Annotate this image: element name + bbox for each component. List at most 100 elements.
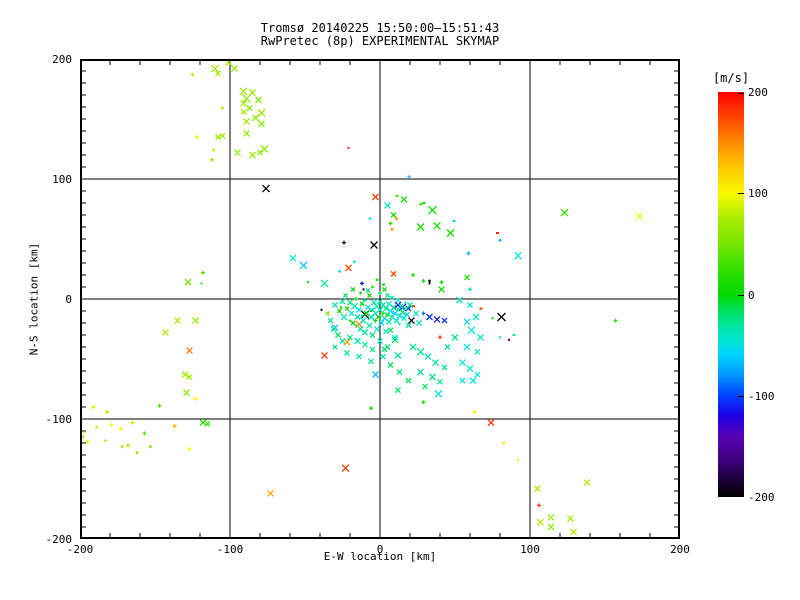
data-point-plus <box>421 400 426 405</box>
data-point-plus <box>135 451 139 455</box>
data-point-x <box>339 338 346 344</box>
data-point-x <box>345 264 352 272</box>
data-point-x <box>534 485 541 493</box>
data-point-x <box>367 292 372 298</box>
data-point-x <box>405 322 412 329</box>
data-point-x <box>258 120 265 128</box>
data-point-x <box>362 341 368 348</box>
data-point-x <box>547 513 555 521</box>
data-point-x <box>260 145 269 153</box>
data-point-x <box>416 320 422 326</box>
data-point-x <box>240 108 247 115</box>
data-point-x <box>192 317 199 325</box>
data-point-plus <box>109 423 114 427</box>
data-point-x <box>215 134 221 140</box>
data-point-x <box>354 314 361 320</box>
data-point-dot <box>428 282 431 285</box>
x-tick-label: 100 <box>520 543 540 556</box>
data-point-x <box>463 318 471 326</box>
data-point-x <box>426 313 433 321</box>
data-point-x <box>234 149 241 157</box>
data-point-x <box>255 96 262 104</box>
data-point-x <box>433 315 441 323</box>
data-point-x <box>537 518 544 526</box>
data-point-plus <box>421 279 426 283</box>
data-point-x <box>497 312 506 322</box>
data-point-plus <box>118 426 123 431</box>
data-point-x <box>215 70 221 77</box>
data-point-plus <box>353 260 356 264</box>
data-point-plus <box>388 221 393 226</box>
data-point-dot <box>380 306 383 309</box>
data-point-dot <box>419 203 423 206</box>
data-point-x <box>636 212 643 220</box>
data-point-plus <box>120 445 124 449</box>
data-point-plus <box>359 291 362 295</box>
plot-border <box>80 59 680 539</box>
data-point-x <box>384 201 391 209</box>
data-point-x <box>199 419 207 427</box>
colorbar-tick-mark <box>738 395 744 397</box>
data-point-x <box>384 344 391 350</box>
data-point-x <box>433 221 441 230</box>
data-point-x <box>441 317 448 324</box>
data-point-x <box>380 353 386 360</box>
data-point-dot <box>508 338 510 341</box>
data-point-plus <box>104 439 107 443</box>
x-tick-label: 0 <box>376 543 384 556</box>
data-point-x <box>424 353 432 361</box>
data-point-x <box>344 306 350 312</box>
data-point-x <box>239 87 248 96</box>
x-tick-label: -200 <box>66 543 94 556</box>
data-point-x <box>374 326 380 332</box>
data-point-plus <box>390 227 394 231</box>
data-point-dot <box>404 301 407 304</box>
data-point-dot <box>422 202 426 204</box>
data-point-x <box>330 326 337 332</box>
data-point-x <box>354 337 361 345</box>
data-point-x <box>257 109 266 117</box>
data-point-x <box>335 332 341 338</box>
data-point-plus <box>438 335 442 340</box>
data-point-plus <box>394 216 399 221</box>
colorbar-tick-label: 200 <box>748 86 768 99</box>
data-point-x <box>339 298 346 305</box>
scatter-plot-canvas <box>80 59 680 539</box>
data-point-plus <box>537 503 541 508</box>
data-point-x <box>437 378 443 385</box>
data-point-x <box>422 383 428 390</box>
data-point-x <box>459 377 466 384</box>
data-point-dot <box>512 334 516 336</box>
data-point-x <box>344 350 350 356</box>
data-point-x <box>325 310 330 316</box>
data-point-x <box>434 389 443 398</box>
data-point-x <box>332 302 338 308</box>
data-point-plus <box>421 311 426 316</box>
data-point-dot <box>370 310 372 312</box>
data-point-x <box>186 347 193 355</box>
data-point-x <box>395 297 401 303</box>
data-point-dot <box>340 306 342 309</box>
data-point-x <box>240 99 247 107</box>
data-point-x <box>299 261 308 270</box>
data-point-x <box>246 105 253 112</box>
data-point-dot <box>368 217 372 220</box>
data-point-plus <box>105 409 109 414</box>
data-point-plus <box>201 270 205 275</box>
data-point-dot <box>502 442 505 444</box>
data-point-x <box>242 94 251 104</box>
data-point-x <box>441 364 448 371</box>
data-point-x <box>243 117 250 125</box>
data-point-x <box>567 515 574 523</box>
data-point-plus <box>498 238 502 242</box>
data-point-x <box>356 306 362 313</box>
data-point-x <box>456 296 463 304</box>
data-point-x <box>416 347 425 356</box>
colorbar-tick-label: -100 <box>748 389 775 403</box>
y-tick-label: 200 <box>52 53 72 66</box>
data-point-dot <box>362 288 365 291</box>
data-point-x <box>487 419 495 427</box>
x-tick-label: 200 <box>670 543 690 556</box>
data-point-x <box>365 304 371 311</box>
